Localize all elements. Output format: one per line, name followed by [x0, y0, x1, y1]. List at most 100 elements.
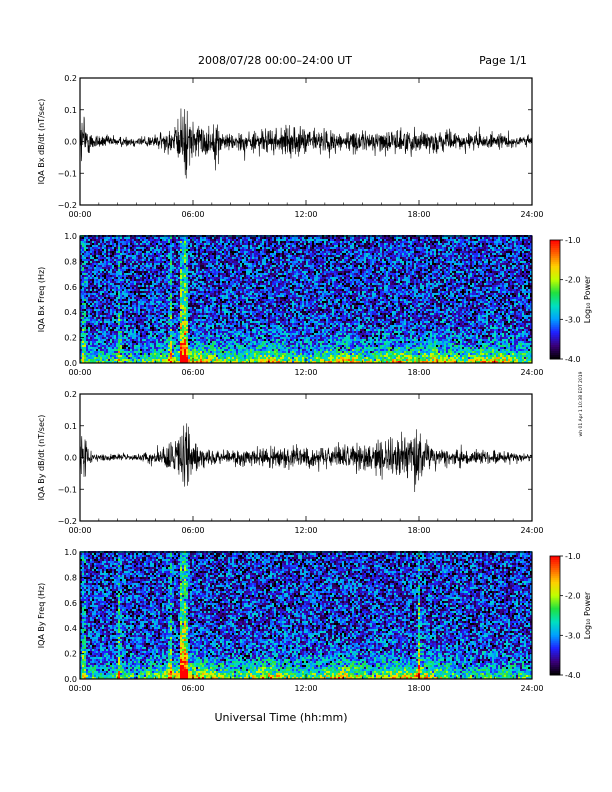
heatmap-cell	[168, 339, 170, 341]
heatmap-cell	[172, 331, 174, 333]
heatmap-cell	[120, 331, 122, 333]
heatmap-cell	[96, 331, 98, 333]
heatmap-cell	[90, 251, 92, 253]
heatmap-cell	[130, 345, 132, 347]
heatmap-cell	[120, 251, 122, 253]
heatmap-cell	[174, 355, 176, 357]
heatmap-cell	[162, 291, 164, 293]
heatmap-cell	[154, 257, 156, 259]
heatmap-cell	[100, 273, 102, 275]
heatmap-cell	[112, 263, 114, 265]
heatmap-cell	[158, 331, 160, 333]
heatmap-cell	[84, 329, 86, 331]
heatmap-cell	[142, 251, 144, 253]
heatmap-cell	[136, 313, 138, 315]
heatmap-cell	[132, 341, 134, 343]
heatmap-cell	[154, 345, 156, 347]
heatmap-cell	[122, 307, 124, 309]
heatmap-cell	[188, 243, 190, 245]
heatmap-cell	[166, 311, 168, 313]
heatmap-cell	[84, 265, 86, 267]
heatmap-cell	[186, 269, 188, 271]
heatmap-cell	[208, 257, 210, 259]
heatmap-cell	[156, 327, 158, 329]
heatmap-cell	[206, 267, 208, 269]
heatmap-cell	[202, 349, 204, 351]
heatmap-cell	[222, 339, 224, 341]
heatmap-cell	[102, 323, 104, 325]
heatmap-cell	[160, 347, 162, 349]
heatmap-cell	[144, 239, 146, 241]
heatmap-cell	[88, 251, 90, 253]
heatmap-cell	[110, 243, 112, 245]
heatmap-cell	[198, 329, 200, 331]
heatmap-cell	[142, 293, 144, 295]
heatmap-cell	[110, 353, 112, 355]
heatmap-cell	[200, 277, 202, 279]
heatmap-cell	[212, 285, 214, 287]
heatmap-cell	[114, 321, 116, 323]
heatmap-cell	[84, 323, 86, 325]
heatmap-cell	[100, 331, 102, 333]
heatmap-cell	[180, 295, 182, 297]
heatmap-cell	[170, 303, 172, 305]
heatmap-cell	[200, 327, 202, 329]
heatmap-cell	[164, 303, 166, 305]
heatmap-cell	[84, 287, 86, 289]
heatmap-cell	[190, 281, 192, 283]
heatmap-cell	[158, 293, 160, 295]
heatmap-cell	[174, 343, 176, 345]
heatmap-cell	[126, 297, 128, 299]
heatmap-cell	[96, 325, 98, 327]
heatmap-cell	[128, 345, 130, 347]
heatmap-cell	[90, 319, 92, 321]
heatmap-cell	[172, 269, 174, 271]
heatmap-cell	[96, 261, 98, 263]
heatmap-cell	[172, 355, 174, 357]
heatmap-cell	[168, 323, 170, 325]
heatmap-cell	[166, 277, 168, 279]
heatmap-cell	[194, 293, 196, 295]
heatmap-cell	[88, 259, 90, 261]
heatmap-cell	[210, 283, 212, 285]
heatmap-cell	[146, 279, 148, 281]
heatmap-cell	[218, 249, 220, 251]
heatmap-cell	[212, 263, 214, 265]
heatmap-cell	[84, 307, 86, 309]
heatmap-cell	[116, 355, 118, 357]
heatmap-cell	[198, 261, 200, 263]
heatmap-cell	[160, 317, 162, 319]
heatmap-cell	[216, 243, 218, 245]
heatmap-cell	[158, 359, 160, 361]
heatmap-cell	[162, 271, 164, 273]
heatmap-cell	[118, 313, 120, 315]
heatmap-cell	[176, 323, 178, 325]
heatmap-cell	[192, 311, 194, 313]
heatmap-cell	[126, 253, 128, 255]
heatmap-cell	[192, 327, 194, 329]
heatmap-cell	[186, 297, 188, 299]
heatmap-cell	[152, 287, 154, 289]
heatmap-cell	[202, 281, 204, 283]
heatmap-cell	[110, 313, 112, 315]
heatmap-cell	[102, 275, 104, 277]
heatmap-cell	[82, 249, 84, 251]
heatmap-cell	[198, 287, 200, 289]
heatmap-cell	[182, 257, 184, 259]
heatmap-cell	[188, 347, 190, 349]
heatmap-cell	[224, 347, 226, 349]
heatmap-cell	[94, 337, 96, 339]
heatmap-cell	[214, 263, 216, 265]
heatmap-cell	[144, 247, 146, 249]
heatmap-cell	[148, 303, 150, 305]
heatmap-cell	[142, 357, 144, 359]
heatmap-cell	[222, 319, 224, 321]
heatmap-cell	[114, 297, 116, 299]
heatmap-cell	[230, 255, 232, 257]
heatmap-cell	[100, 257, 102, 259]
heatmap-cell	[130, 273, 132, 275]
heatmap-cell	[102, 343, 104, 345]
heatmap-cell	[116, 331, 118, 333]
heatmap-cell	[196, 281, 198, 283]
heatmap-cell	[132, 263, 134, 265]
